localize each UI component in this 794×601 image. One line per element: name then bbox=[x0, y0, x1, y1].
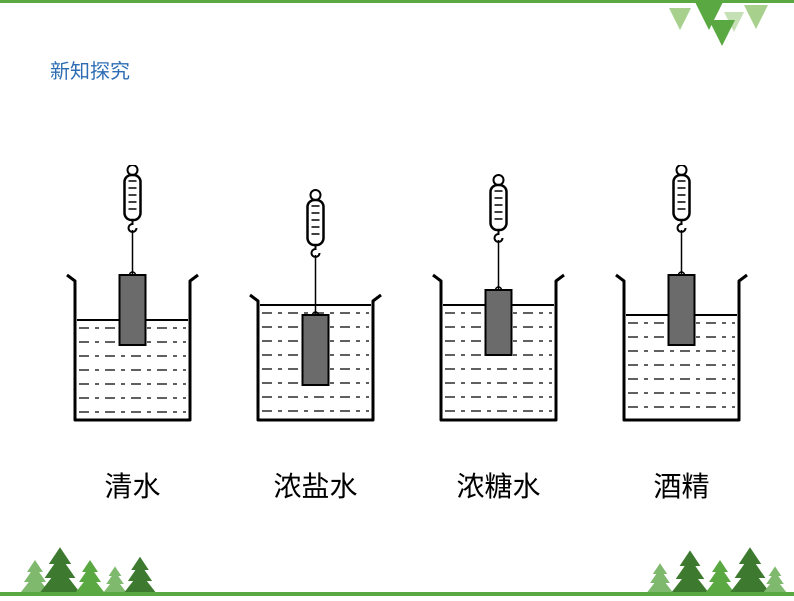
experiment-item: 浓糖水 bbox=[426, 165, 571, 505]
experiment-item: 清水 bbox=[60, 165, 205, 505]
page-title: 新知探究 bbox=[50, 55, 130, 84]
experiment-item: 浓盐水 bbox=[243, 165, 388, 505]
beaker-diagram bbox=[609, 165, 754, 425]
experiment-label: 酒精 bbox=[653, 465, 709, 505]
beaker-diagram bbox=[243, 165, 388, 425]
diagram-row: 清水 浓盐水 浓糖水 酒精 bbox=[60, 165, 754, 505]
bottom-decor bbox=[0, 536, 794, 596]
corner-triangles bbox=[654, 0, 774, 55]
experiment-item: 酒精 bbox=[609, 165, 754, 505]
experiment-label: 浓盐水 bbox=[273, 465, 357, 505]
experiment-label: 浓糖水 bbox=[456, 465, 540, 505]
beaker-diagram bbox=[426, 165, 571, 425]
experiment-label: 清水 bbox=[104, 465, 160, 505]
beaker-diagram bbox=[60, 165, 205, 425]
